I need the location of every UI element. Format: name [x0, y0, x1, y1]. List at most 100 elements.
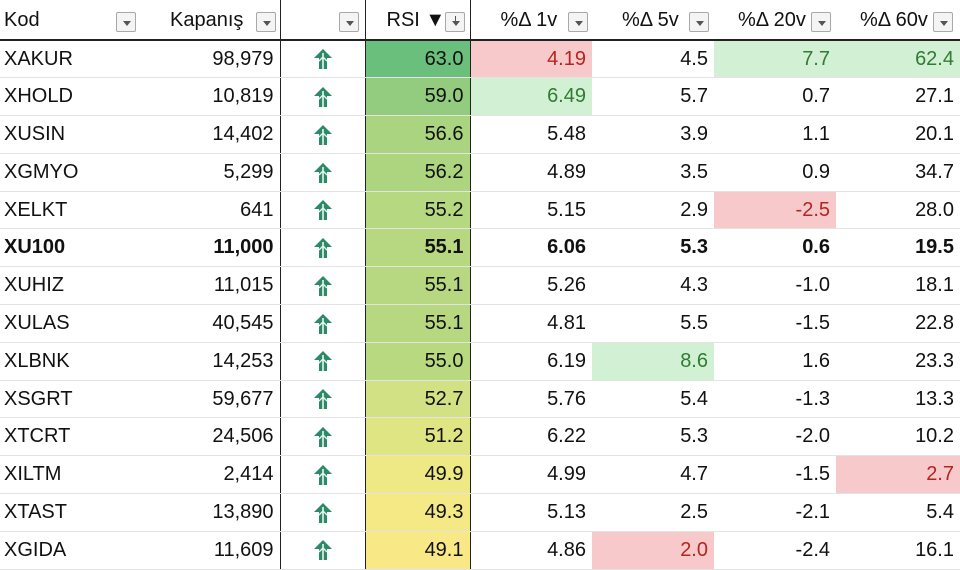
- cell-kapanis[interactable]: 2,414: [150, 455, 280, 495]
- cell-d60[interactable]: 34.7: [836, 153, 960, 192]
- cell-kod[interactable]: XELKT: [0, 191, 150, 230]
- cell-kapanis[interactable]: 59,677: [150, 380, 280, 419]
- cell-d60[interactable]: 13.3: [836, 380, 960, 419]
- cell-d5[interactable]: 3.5: [592, 153, 714, 192]
- cell-d60[interactable]: 62.4: [836, 40, 960, 79]
- cell-trend[interactable]: [279, 153, 365, 192]
- cell-d20[interactable]: 0.7: [714, 77, 836, 117]
- cell-kod[interactable]: XGIDA: [0, 531, 150, 570]
- cell-d20[interactable]: -1.0: [714, 266, 836, 306]
- cell-trend[interactable]: [279, 115, 365, 154]
- cell-trend[interactable]: [279, 380, 365, 419]
- cell-trend[interactable]: [279, 40, 365, 79]
- filter-dropdown-icon[interactable]: [811, 12, 831, 32]
- cell-trend[interactable]: [279, 455, 365, 495]
- cell-rsi[interactable]: 49.9: [364, 455, 470, 495]
- filter-dropdown-icon[interactable]: [256, 12, 276, 32]
- cell-d1[interactable]: 6.19: [469, 342, 592, 381]
- cell-trend[interactable]: [279, 531, 365, 570]
- cell-trend[interactable]: [279, 342, 365, 381]
- cell-d60[interactable]: 16.1: [836, 531, 960, 570]
- cell-trend[interactable]: [279, 304, 365, 343]
- cell-rsi[interactable]: 56.6: [364, 115, 470, 154]
- cell-d60[interactable]: 5.4: [836, 493, 960, 532]
- cell-kod[interactable]: XGMYO: [0, 153, 150, 192]
- filter-dropdown-icon[interactable]: [116, 12, 136, 32]
- cell-kod[interactable]: XLBNK: [0, 342, 150, 381]
- cell-d5[interactable]: 8.6: [592, 342, 714, 381]
- cell-kapanis[interactable]: 11,015: [150, 266, 280, 306]
- filter-dropdown-icon[interactable]: [567, 12, 588, 32]
- cell-d1[interactable]: 5.15: [469, 191, 592, 230]
- cell-d1[interactable]: 6.06: [469, 228, 592, 268]
- cell-rsi[interactable]: 55.1: [364, 228, 470, 268]
- cell-d5[interactable]: 4.7: [592, 455, 714, 495]
- cell-kod[interactable]: XU100: [0, 228, 150, 268]
- cell-trend[interactable]: [279, 417, 365, 457]
- cell-d60[interactable]: 18.1: [836, 266, 960, 306]
- cell-d5[interactable]: 5.5: [592, 304, 714, 343]
- cell-d5[interactable]: 5.4: [592, 380, 714, 419]
- cell-kod[interactable]: XUSIN: [0, 115, 150, 154]
- cell-kod[interactable]: XUHIZ: [0, 266, 150, 306]
- cell-d20[interactable]: -1.5: [714, 304, 836, 343]
- cell-trend[interactable]: [279, 493, 365, 532]
- cell-kapanis[interactable]: 98,979: [150, 40, 280, 79]
- cell-d20[interactable]: -2.1: [714, 493, 836, 532]
- cell-kapanis[interactable]: 11,000: [150, 228, 280, 268]
- cell-kod[interactable]: XTAST: [0, 493, 150, 532]
- cell-rsi[interactable]: 59.0: [364, 77, 470, 117]
- cell-kod[interactable]: XTCRT: [0, 417, 150, 457]
- cell-d20[interactable]: 0.6: [714, 228, 836, 268]
- cell-d1[interactable]: 6.49: [469, 77, 592, 117]
- cell-rsi[interactable]: 55.1: [364, 266, 470, 306]
- cell-rsi[interactable]: 55.0: [364, 342, 470, 381]
- cell-d60[interactable]: 19.5: [836, 228, 960, 268]
- cell-d1[interactable]: 5.48: [469, 115, 592, 154]
- cell-rsi[interactable]: 55.2: [364, 191, 470, 230]
- cell-d60[interactable]: 28.0: [836, 191, 960, 230]
- cell-rsi[interactable]: 55.1: [364, 304, 470, 343]
- cell-kapanis[interactable]: 14,402: [150, 115, 280, 154]
- cell-d60[interactable]: 23.3: [836, 342, 960, 381]
- cell-rsi[interactable]: 51.2: [364, 417, 470, 457]
- cell-trend[interactable]: [279, 77, 365, 117]
- cell-d5[interactable]: 5.3: [592, 417, 714, 457]
- cell-kapanis[interactable]: 40,545: [150, 304, 280, 343]
- cell-d1[interactable]: 4.99: [469, 455, 592, 495]
- cell-d20[interactable]: -1.5: [714, 455, 836, 495]
- cell-d5[interactable]: 4.5: [592, 40, 714, 79]
- cell-d1[interactable]: 5.76: [469, 380, 592, 419]
- cell-d20[interactable]: 7.7: [714, 40, 836, 79]
- cell-rsi[interactable]: 49.1: [364, 531, 470, 570]
- cell-d20[interactable]: -2.5: [714, 191, 836, 230]
- cell-kapanis[interactable]: 10,819: [150, 77, 280, 117]
- cell-d5[interactable]: 2.9: [592, 191, 714, 230]
- cell-d1[interactable]: 5.13: [469, 493, 592, 532]
- cell-d5[interactable]: 4.3: [592, 266, 714, 306]
- filter-dropdown-icon[interactable]: [933, 12, 953, 32]
- cell-kapanis[interactable]: 24,506: [150, 417, 280, 457]
- cell-kapanis[interactable]: 13,890: [150, 493, 280, 532]
- cell-d20[interactable]: 1.6: [714, 342, 836, 381]
- cell-trend[interactable]: [279, 266, 365, 306]
- cell-d1[interactable]: 4.81: [469, 304, 592, 343]
- cell-kod[interactable]: XULAS: [0, 304, 150, 343]
- cell-d1[interactable]: 5.26: [469, 266, 592, 306]
- cell-kod[interactable]: XHOLD: [0, 77, 150, 117]
- cell-kod[interactable]: XAKUR: [0, 40, 150, 79]
- sort-filter-dropdown-icon[interactable]: [444, 12, 465, 32]
- cell-d20[interactable]: -1.3: [714, 380, 836, 419]
- cell-rsi[interactable]: 63.0: [364, 40, 470, 79]
- cell-d60[interactable]: 2.7: [836, 455, 960, 495]
- cell-rsi[interactable]: 49.3: [364, 493, 470, 532]
- cell-d1[interactable]: 4.89: [469, 153, 592, 192]
- cell-rsi[interactable]: 52.7: [364, 380, 470, 419]
- cell-d1[interactable]: 6.22: [469, 417, 592, 457]
- filter-dropdown-icon[interactable]: [338, 12, 359, 32]
- cell-kapanis[interactable]: 5,299: [150, 153, 280, 192]
- cell-kapanis[interactable]: 11,609: [150, 531, 280, 570]
- cell-kapanis[interactable]: 641: [150, 191, 280, 230]
- cell-d20[interactable]: -2.4: [714, 531, 836, 570]
- cell-d20[interactable]: -2.0: [714, 417, 836, 457]
